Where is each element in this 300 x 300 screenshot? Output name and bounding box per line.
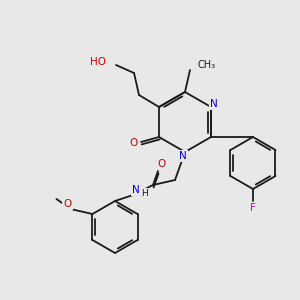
Text: H: H (141, 188, 147, 197)
Text: O: O (129, 138, 137, 148)
Text: N: N (179, 151, 187, 161)
Text: O: O (157, 159, 165, 169)
Text: HO: HO (90, 57, 106, 67)
Text: N: N (210, 99, 218, 109)
Text: O: O (63, 199, 72, 209)
Text: F: F (250, 203, 256, 213)
Text: CH₃: CH₃ (197, 60, 215, 70)
Text: N: N (132, 185, 140, 195)
